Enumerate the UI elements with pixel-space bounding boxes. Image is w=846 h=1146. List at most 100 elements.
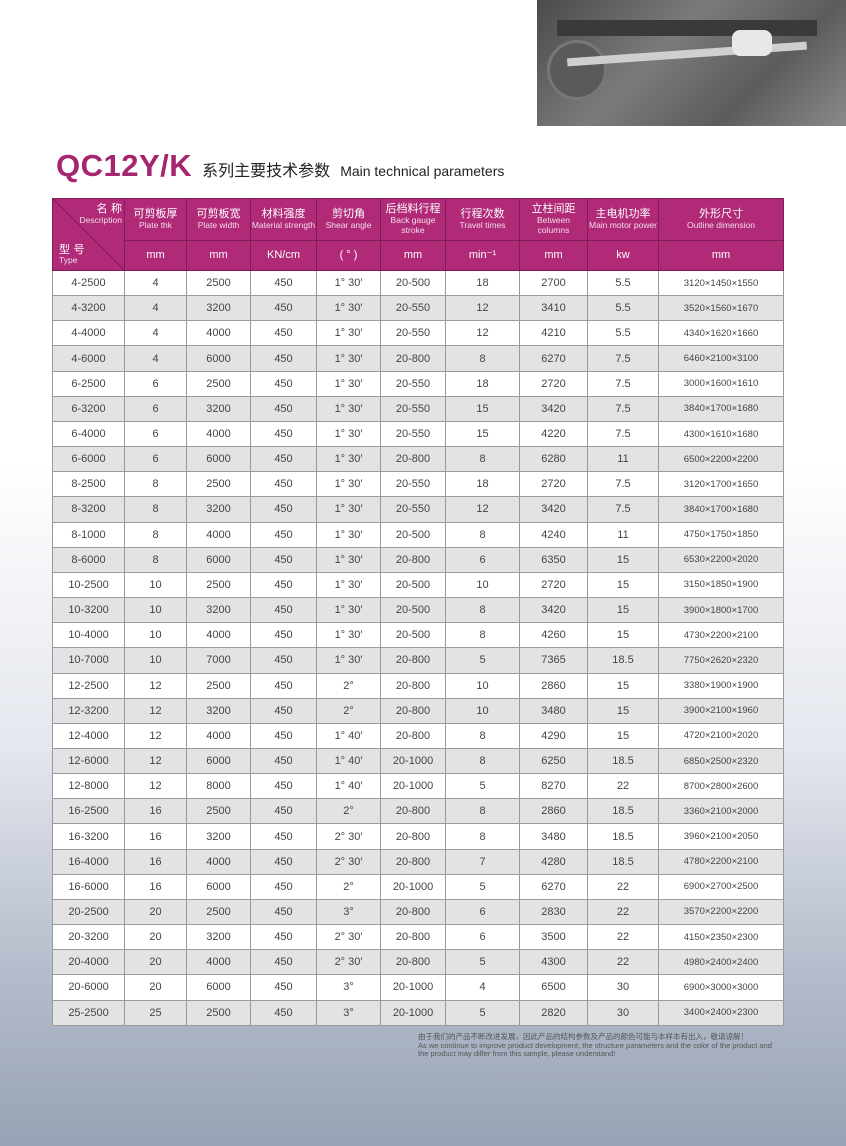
value-cell: 20-800: [380, 345, 446, 372]
value-cell: 450: [250, 320, 317, 347]
value-cell: 20: [124, 974, 187, 1001]
value-cell: 20-500: [380, 622, 446, 649]
column-header: 外形尺寸 Outline dimension: [658, 198, 784, 241]
value-cell: 22: [587, 949, 659, 976]
value-cell: 7.5: [587, 370, 659, 397]
value-cell: 22: [587, 773, 659, 800]
value-cell: 3570×2200×2200: [658, 898, 784, 926]
value-cell: 2°: [316, 672, 381, 699]
value-cell: 4000: [186, 848, 251, 875]
value-cell: 12: [124, 672, 187, 699]
value-cell: 450: [250, 471, 317, 498]
value-cell: 20-800: [380, 823, 446, 850]
table-row: 8-3200 8 3200 450 1° 30′ 20-550 12 3420 7.5 3840×…: [52, 496, 784, 523]
value-cell: 3420: [519, 496, 588, 523]
column-header: 行程次数 Travel times: [445, 198, 520, 241]
value-cell: 12: [124, 722, 187, 749]
value-cell: 6900×2700×2500: [658, 873, 784, 900]
value-cell: 20-1000: [380, 999, 446, 1026]
value-cell: 20-1000: [380, 747, 446, 775]
column-en: Plate thk: [138, 219, 173, 230]
table-row: 12-2500 12 2500 450 2° 20-800 10 2860 15 3380×190…: [52, 672, 784, 699]
value-cell: 3520×1560×1670: [658, 295, 784, 322]
value-cell: 15: [587, 697, 659, 724]
value-cell: 20-800: [380, 848, 446, 875]
column-cn: 可剪板厚: [133, 207, 178, 221]
value-cell: 6280: [519, 446, 588, 473]
table-row: 12-4000 12 4000 450 1° 40′ 20-800 8 4290 15 4720×…: [52, 722, 784, 749]
value-cell: 10: [124, 647, 187, 674]
value-cell: 4730×2200×2100: [658, 622, 784, 649]
value-cell: 1° 40′: [316, 773, 381, 800]
description-cn: 名 称: [96, 202, 123, 215]
value-cell: 450: [250, 521, 317, 548]
value-cell: 6000: [186, 873, 251, 900]
description-en: Description: [79, 214, 122, 225]
model-cell: 16-6000: [52, 873, 125, 900]
value-cell: 20-550: [380, 395, 446, 422]
value-cell: 1° 30′: [316, 521, 381, 548]
value-cell: 2500: [186, 269, 251, 297]
table-row: 25-2500 25 2500 450 3° 20-1000 5 2820 30 3400×240…: [52, 999, 784, 1026]
table-row: 10-4000 10 4000 450 1° 30′ 20-500 8 4260 15 4730×…: [52, 622, 784, 649]
value-cell: 6270: [519, 345, 588, 372]
table-row: 16-6000 16 6000 450 2° 20-1000 5 6270 22 6900×270…: [52, 873, 784, 900]
value-cell: 2° 30′: [316, 924, 381, 951]
value-cell: 4000: [186, 320, 251, 347]
table-row: 16-3200 16 3200 450 2° 30′ 20-800 8 3480 18.5 396…: [52, 823, 784, 850]
column-en: Plate width: [197, 219, 240, 230]
model-cell: 4-6000: [52, 345, 125, 372]
column-header: 材料强度 Material strength: [250, 198, 317, 241]
value-cell: 20: [124, 898, 187, 926]
corner-header: 名 称 Description 型 号 Type: [52, 198, 125, 271]
value-cell: 20-800: [380, 647, 446, 674]
value-cell: 4300×1610×1680: [658, 420, 784, 448]
value-cell: 8: [124, 521, 187, 548]
value-cell: 3200: [186, 823, 251, 850]
value-cell: 3200: [186, 697, 251, 724]
column-header: 主电机功率 Main motor power: [587, 198, 659, 241]
value-cell: 4720×2100×2020: [658, 722, 784, 749]
value-cell: 20-800: [380, 924, 446, 951]
column-en: Between columns: [536, 215, 571, 235]
value-cell: 20-1000: [380, 773, 446, 800]
type-cn: 型 号: [59, 242, 85, 256]
value-cell: 12: [124, 697, 187, 724]
value-cell: 6: [124, 370, 187, 397]
value-cell: 3200: [186, 924, 251, 951]
value-cell: 2° 30′: [316, 823, 381, 850]
model-cell: 6-2500: [52, 370, 125, 397]
value-cell: 8: [445, 521, 520, 548]
column-cn: 后档料行程: [385, 202, 441, 216]
value-cell: 2° 30′: [316, 949, 381, 976]
value-cell: 20-550: [380, 420, 446, 448]
value-cell: 11: [587, 446, 659, 473]
value-cell: 8: [445, 446, 520, 473]
value-cell: 20-1000: [380, 974, 446, 1001]
model-cell: 8-2500: [52, 471, 125, 498]
model-cell: 10-7000: [52, 647, 125, 674]
value-cell: 11: [587, 521, 659, 548]
value-cell: 6500: [519, 974, 588, 1001]
value-cell: 8: [445, 747, 520, 775]
table-row: 6-4000 6 4000 450 1° 30′ 20-550 15 4220 7.5 4300×…: [52, 420, 784, 448]
value-cell: 30: [587, 999, 659, 1026]
value-cell: 3000×1600×1610: [658, 370, 784, 397]
value-cell: 1° 30′: [316, 446, 381, 473]
value-cell: 6000: [186, 345, 251, 372]
value-cell: 6900×3000×3000: [658, 974, 784, 1001]
value-cell: 3200: [186, 395, 251, 422]
column-unit: mm: [658, 240, 784, 271]
column-unit: KN/cm: [250, 240, 317, 271]
value-cell: 8: [445, 345, 520, 372]
value-cell: 450: [250, 722, 317, 749]
value-cell: 1° 30′: [316, 269, 381, 297]
value-cell: 7: [445, 848, 520, 875]
value-cell: 6: [445, 898, 520, 926]
model-cell: 4-2500: [52, 269, 125, 297]
table-row: 4-6000 4 6000 450 1° 30′ 20-800 8 6270 7.5 6460×2…: [52, 345, 784, 372]
model-cell: 12-8000: [52, 773, 125, 800]
value-cell: 3150×1850×1900: [658, 571, 784, 599]
value-cell: 4750×1750×1850: [658, 521, 784, 548]
value-cell: 10: [124, 571, 187, 599]
